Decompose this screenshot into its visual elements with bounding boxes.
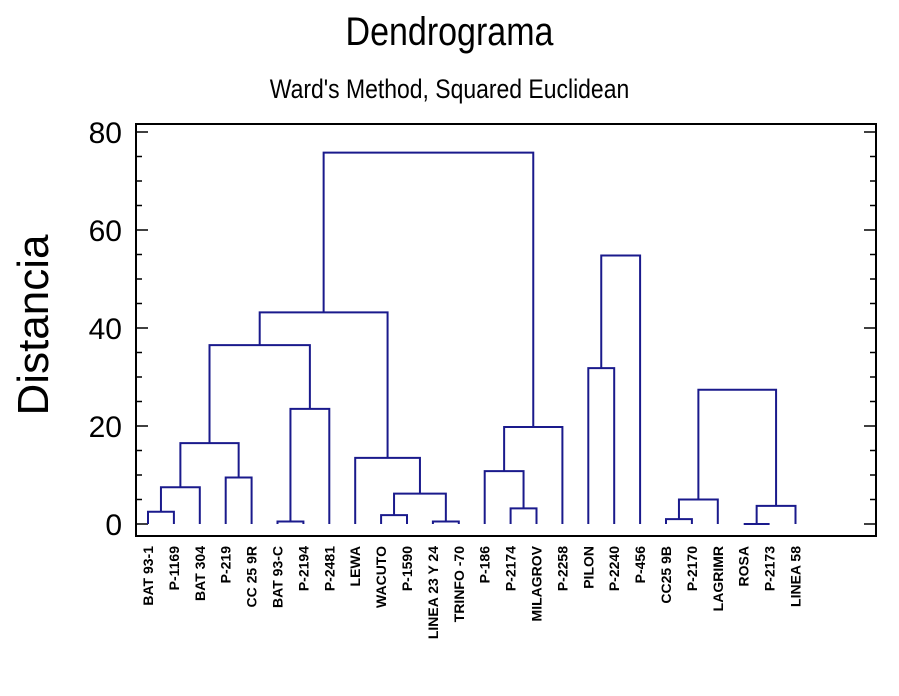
leaf-label: BAT 93-C: [270, 546, 286, 608]
leaf-label: CC25 9B: [658, 546, 674, 604]
leaf-label: ROSA: [736, 546, 752, 586]
leaf-label: LAGRIMR: [710, 546, 726, 611]
dendrogram-branch: [354, 456, 421, 524]
dendrogram-branch: [509, 507, 538, 524]
y-tick-label: 40: [89, 313, 122, 346]
dendrogram-branch: [431, 520, 460, 524]
dendrogram-branch: [587, 367, 616, 524]
dendrogram-branch: [208, 344, 311, 444]
leaf-label: P-2173: [762, 546, 778, 591]
dendrogram-branch: [159, 486, 201, 524]
leaf-label: MILAGROV: [529, 545, 545, 621]
dendrogram-branch: [258, 311, 389, 458]
leaf-label: BAT 93-1: [140, 546, 156, 606]
leaf-label: P-219: [218, 546, 234, 584]
y-tick-label: 0: [105, 509, 122, 542]
leaf-label: LEWA: [347, 546, 363, 586]
dendrogram-branch: [393, 492, 447, 522]
leaf-label: LINEA 23 Y 24: [425, 546, 441, 639]
leaf-label: P-2481: [321, 546, 337, 591]
chart-title: Dendrograma: [345, 10, 554, 54]
dendrogram-branch: [289, 407, 331, 524]
leaf-label: P-2174: [503, 546, 519, 591]
dendrogram-branch: [147, 510, 175, 524]
y-axis-label: Distancia: [9, 234, 58, 415]
leaf-label: BAT 304: [192, 546, 208, 601]
leaf-label: P-2258: [554, 546, 570, 591]
dendrogram-branch: [755, 504, 797, 524]
dendrogram-branch: [179, 442, 240, 488]
dendrogram-branch: [380, 514, 408, 524]
dendrogram-branch: [224, 476, 253, 524]
leaf-label: P-2240: [606, 546, 622, 591]
dendrogram-branch: [322, 151, 535, 427]
dendrogram-branch: [483, 470, 525, 524]
dendrogram-branch: [677, 498, 719, 524]
leaf-label: WACUTO: [373, 546, 389, 608]
y-tick-label: 20: [89, 411, 122, 444]
plot-frame: [135, 123, 877, 537]
leaf-label: P-2194: [295, 546, 311, 591]
leaf-label: P-2170: [684, 546, 700, 591]
dendrogram-branch: [503, 425, 564, 524]
leaf-label: P-456: [632, 546, 648, 584]
leaf-label: PILON: [580, 546, 596, 589]
y-tick-label: 60: [89, 215, 122, 248]
chart-subtitle: Ward's Method, Squared Euclidean: [269, 74, 630, 104]
dendrogram-branch: [665, 518, 693, 524]
y-tick-label: 80: [89, 117, 122, 150]
leaf-label: P-186: [477, 546, 493, 584]
leaf-label: CC 25 9R: [244, 546, 260, 607]
dendrogram-branch: [276, 520, 305, 524]
dendrogram-branch: [697, 388, 778, 506]
dendrogram-branch: [600, 254, 642, 524]
leaf-label: TRINFO -70: [451, 546, 467, 622]
leaf-label: P-1169: [166, 546, 182, 591]
leaf-label: P-1590: [399, 546, 415, 591]
leaf-label: LINEA 58: [788, 546, 804, 607]
